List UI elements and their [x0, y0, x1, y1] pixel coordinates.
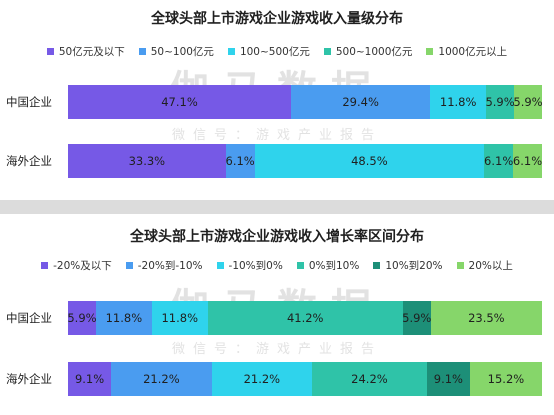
- bar-segment: 29.4%: [291, 85, 431, 119]
- bar-segment: 15.2%: [469, 362, 542, 396]
- data-label: 23.5%: [468, 311, 505, 325]
- row-label-overseas: 海外企业: [6, 154, 52, 168]
- legend-label: 50亿元及以下: [58, 46, 125, 58]
- data-label: 9.1%: [433, 372, 463, 386]
- bar-segment: 9.1%: [426, 362, 470, 396]
- data-label: 6.1%: [513, 154, 542, 168]
- data-label: 48.5%: [351, 154, 388, 168]
- legend-swatch: [125, 262, 133, 269]
- legend-swatch: [323, 48, 331, 55]
- legend-label: 500~1000亿元: [335, 46, 413, 58]
- legend-swatch: [227, 48, 235, 55]
- row-label-china: 中国企业: [6, 311, 52, 325]
- row-label-overseas: 海外企业: [6, 372, 52, 386]
- bar-segment: 23.5%: [430, 301, 542, 335]
- legend-item: 500~1000亿元: [323, 44, 413, 59]
- panel-divider: [0, 200, 554, 214]
- bar-segment: 11.8%: [95, 301, 152, 335]
- data-label: 29.4%: [342, 95, 379, 109]
- legend-swatch: [41, 262, 49, 269]
- bar-segment: 48.5%: [254, 144, 485, 178]
- data-label: 11.8%: [161, 311, 199, 325]
- bar-segment: 5.9%: [514, 85, 542, 119]
- data-label: 5.9%: [402, 311, 431, 325]
- stacked-bar-overseas: 9.1% 21.2% 21.2% 24.2% 9.1% 15.2%: [68, 362, 542, 396]
- data-label: 6.1%: [225, 154, 255, 168]
- legend-swatch: [138, 48, 146, 55]
- chart-legend: 50亿元及以下 50~100亿元 100~500亿元 500~1000亿元 1000亿元…: [0, 44, 554, 59]
- data-label: 5.9%: [514, 95, 542, 109]
- legend-label: 10%到20%: [385, 260, 443, 272]
- legend-item: 50亿元及以下: [46, 44, 125, 59]
- data-label: 21.2%: [143, 372, 180, 386]
- legend-swatch: [456, 262, 464, 269]
- data-label: 21.2%: [243, 372, 281, 386]
- row-label-china: 中国企业: [6, 95, 52, 109]
- legend-swatch: [46, 48, 54, 55]
- legend-label: 20%以上: [468, 260, 513, 272]
- data-label: 11.8%: [439, 95, 477, 109]
- data-label: 41.2%: [286, 311, 324, 325]
- bar-segment: 5.9%: [402, 301, 431, 335]
- legend-swatch: [426, 48, 434, 55]
- legend-swatch: [216, 262, 224, 269]
- legend-swatch: [296, 262, 304, 269]
- data-label: 11.8%: [105, 311, 143, 325]
- legend-label: 0%到10%: [308, 260, 360, 272]
- legend-label: -20%到-10%: [137, 260, 203, 272]
- stacked-bar-overseas: 33.3% 6.1% 48.5% 6.1% 6.1%: [68, 144, 542, 178]
- legend-item: -20%到-10%: [125, 258, 203, 273]
- legend-item: 100~500亿元: [227, 44, 310, 59]
- bar-segment: 5.9%: [486, 85, 515, 119]
- stacked-bar-china: 5.9% 11.8% 11.8% 41.2% 5.9% 23.5%: [68, 301, 542, 335]
- data-label: 47.1%: [161, 95, 198, 109]
- legend-label: 50~100亿元: [150, 46, 214, 58]
- bar-segment: 6.1%: [225, 144, 255, 178]
- legend-label: -10%到0%: [228, 260, 283, 272]
- data-label: 15.2%: [487, 372, 525, 386]
- chart-title: 全球头部上市游戏企业游戏收入量级分布: [151, 11, 403, 27]
- legend-item: -10%到0%: [216, 258, 283, 273]
- bar-segment: 41.2%: [207, 301, 403, 335]
- chart-legend: -20%及以下 -20%到-10% -10%到0% 0%到10% 10%到20% 20%以…: [0, 258, 554, 273]
- chart-panel-growth: 全球头部上市游戏企业游戏收入增长率区间分布 -20%及以下 -20%到-10% -1…: [0, 214, 554, 415]
- data-label: 5.9%: [68, 311, 96, 325]
- watermark-sub: 微信号：游戏产业报告: [171, 128, 382, 143]
- data-label: 5.9%: [486, 95, 515, 109]
- stacked-bar-china: 47.1% 29.4% 11.8% 5.9% 5.9%: [68, 85, 542, 119]
- bar-segment: 6.1%: [513, 144, 542, 178]
- legend-item: 10%到20%: [373, 258, 443, 273]
- legend-item: 20%以上: [456, 258, 513, 273]
- legend-item: -20%及以下: [41, 258, 112, 273]
- bar-segment: 24.2%: [312, 362, 427, 396]
- chart-title: 全球头部上市游戏企业游戏收入增长率区间分布: [130, 229, 424, 245]
- bar-segment: 11.8%: [430, 85, 487, 119]
- bar-segment: 9.1%: [68, 362, 112, 396]
- bar-segment: 47.1%: [68, 85, 292, 119]
- legend-swatch: [373, 262, 381, 269]
- bar-segment: 21.2%: [111, 362, 212, 396]
- legend-item: 0%到10%: [296, 258, 360, 273]
- legend-label: -20%及以下: [53, 260, 112, 272]
- bar-segment: 11.8%: [151, 301, 208, 335]
- legend-item: 1000亿元以上: [426, 44, 507, 59]
- bar-segment: 21.2%: [211, 362, 313, 396]
- chart-panel-size: 全球头部上市游戏企业游戏收入量级分布 50亿元及以下 50~100亿元 100~50…: [0, 0, 554, 200]
- bar-segment: 6.1%: [484, 144, 514, 178]
- data-label: 6.1%: [484, 154, 514, 168]
- legend-item: 50~100亿元: [138, 44, 214, 59]
- data-label: 9.1%: [74, 372, 105, 386]
- data-label: 33.3%: [128, 154, 166, 168]
- data-label: 24.2%: [351, 372, 388, 386]
- bar-segment: 33.3%: [68, 144, 226, 178]
- watermark-sub: 微信号：游戏产业报告: [171, 342, 382, 357]
- legend-label: 1000亿元以上: [438, 46, 508, 58]
- bar-segment: 5.9%: [68, 301, 96, 335]
- legend-label: 100~500亿元: [239, 46, 310, 58]
